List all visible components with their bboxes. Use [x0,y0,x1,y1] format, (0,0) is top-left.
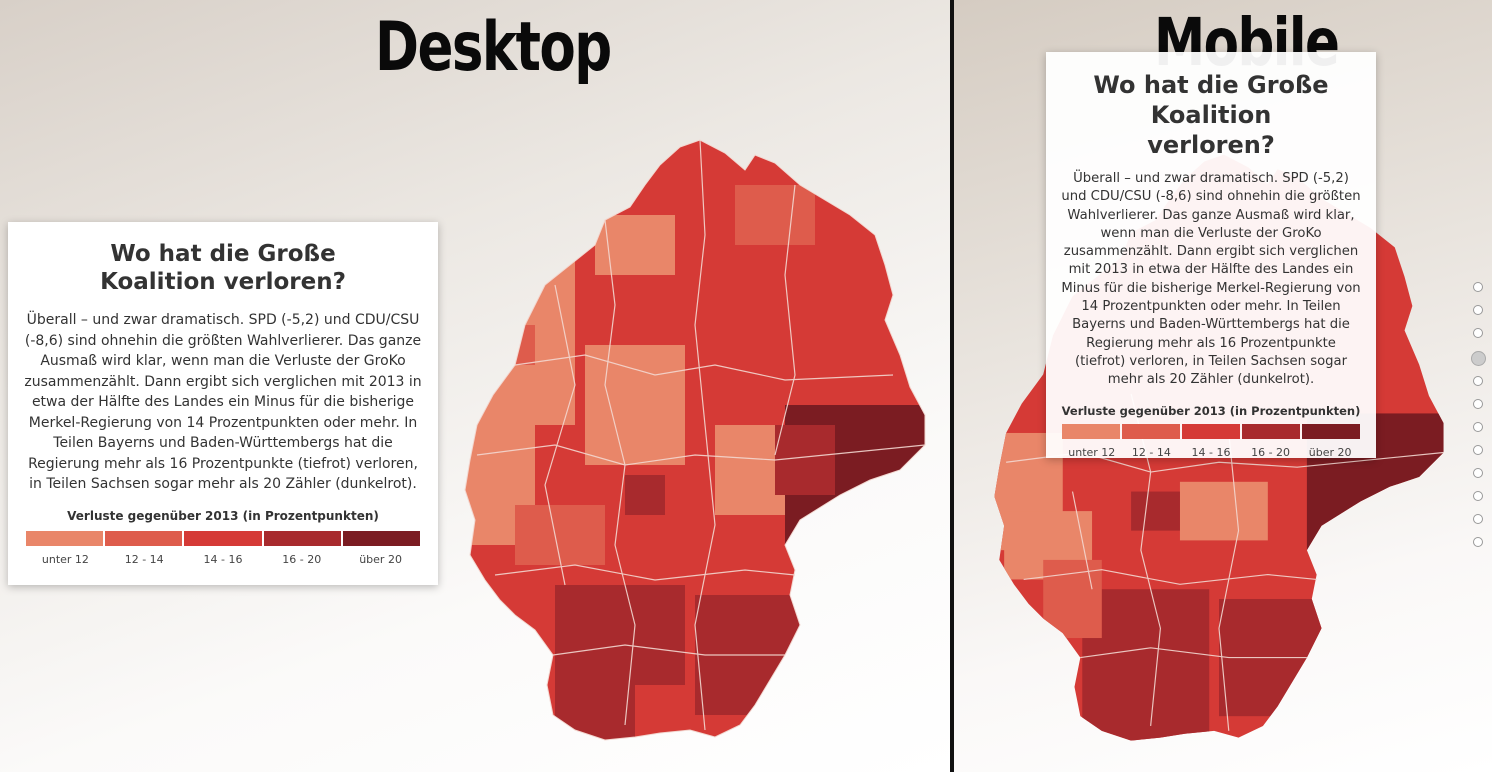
legend-label-5: über 20 [359,552,402,566]
pagination-dot-12[interactable] [1473,537,1483,547]
legend-bar [26,530,421,546]
legend-label-3: 14 - 16 [203,552,243,566]
desktop-label: Desktop [375,8,612,87]
pagination-dot-11[interactable] [1473,514,1483,524]
legend-label-2: 12 - 14 [124,552,164,566]
pagination-dot-3[interactable] [1473,328,1483,338]
legend-label-4: 16 - 20 [282,552,322,566]
legend-swatch-5 [342,530,421,546]
card-body: Überall – und zwar dramatisch. SPD (-5,2… [24,312,422,492]
legend-swatch-2 [1122,423,1180,439]
legend-label-5: über 20 [1308,445,1352,459]
legend-label-1: unter 12 [41,552,89,566]
pagination-dot-8[interactable] [1473,445,1483,455]
legend-labels: unter 12 12 - 14 14 - 16 16 - 20 über 20 [1062,446,1360,459]
legend-label-1: unter 12 [1068,445,1116,459]
legend-swatch-1 [26,530,104,546]
pagination-dot-1[interactable] [1473,282,1483,292]
legend-swatch-4 [1242,423,1300,439]
legend-swatch-2 [105,530,183,546]
pagination-dot-9[interactable] [1473,468,1483,478]
card-title: Wo hat die Große Koalition verloren? [1093,71,1329,159]
desktop-panel: Desktop [0,0,950,772]
info-card-desktop: Wo hat die Große Koalition verloren? Übe… [8,222,438,585]
pagination-dot-5[interactable] [1473,376,1483,386]
legend-swatch-3 [1182,423,1240,439]
pagination-dot-7[interactable] [1473,422,1483,432]
card-body: Überall – und zwar dramatisch. SPD (-5,2… [1061,171,1361,388]
legend-label-3: 14 - 16 [1191,445,1231,459]
legend-swatch-3 [184,530,262,546]
pagination-dot-6[interactable] [1473,399,1483,409]
panel-divider [950,0,954,772]
germany-map-desktop [464,139,926,741]
legend-swatch-4 [263,530,341,546]
mobile-panel: Mobile Wo hat die Große Koalition verlor… [954,0,1492,772]
legend-swatch-5 [1302,423,1360,439]
info-card-mobile: Wo hat die Große Koalition verloren? Übe… [1046,52,1376,459]
legend-labels: unter 12 12 - 14 14 - 16 16 - 20 über 20 [26,553,420,566]
legend-title: Verluste gegenüber 2013 (in Prozentpunkt… [1061,403,1361,418]
legend-bar [1062,423,1360,439]
pagination-dot-2[interactable] [1473,305,1483,315]
card-title: Wo hat die Große Koalition verloren? [100,241,346,295]
legend-title: Verluste gegenüber 2013 (in Prozentpunkt… [67,508,379,523]
pagination-dot-4[interactable] [1471,351,1486,366]
legend-label-4: 16 - 20 [1251,445,1291,459]
legend-swatch-1 [1062,423,1120,439]
page-pagination [1471,282,1486,560]
legend-label-2: 12 - 14 [1131,445,1171,459]
pagination-dot-10[interactable] [1473,491,1483,501]
